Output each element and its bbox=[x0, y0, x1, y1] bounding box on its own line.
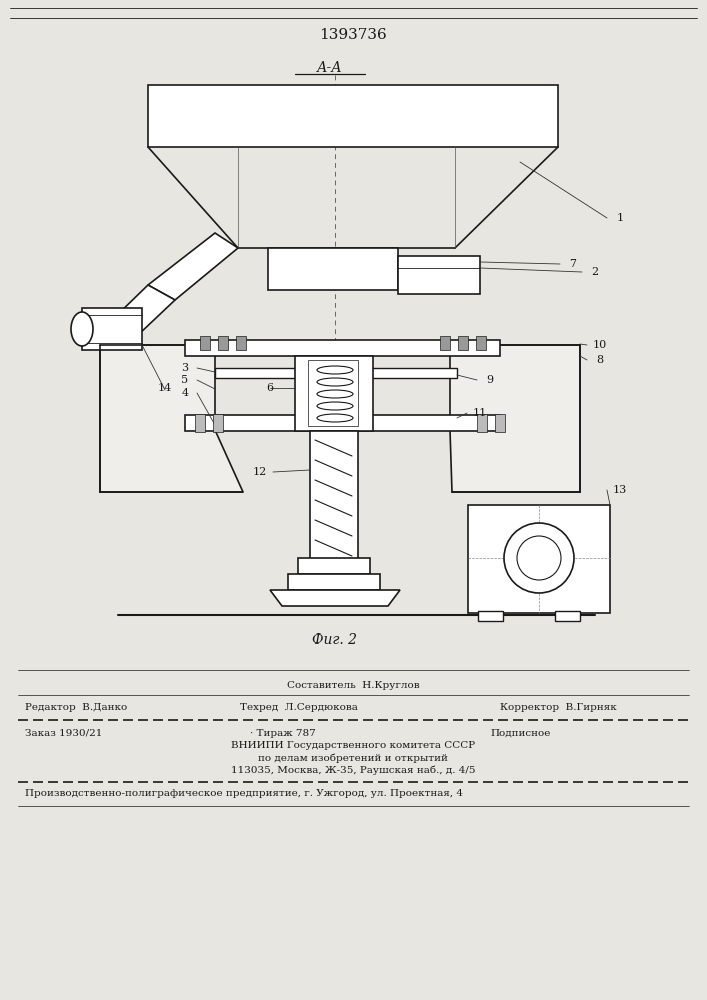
Text: Составитель  Н.Круглов: Составитель Н.Круглов bbox=[286, 680, 419, 690]
Text: 8: 8 bbox=[597, 355, 604, 365]
Bar bbox=[236, 336, 246, 350]
Text: 10: 10 bbox=[593, 340, 607, 350]
Bar bbox=[213, 414, 223, 432]
Text: Производственно-полиграфическое предприятие, г. Ужгород, ул. Проектная, 4: Производственно-полиграфическое предприя… bbox=[25, 790, 463, 798]
Bar bbox=[476, 336, 486, 350]
Circle shape bbox=[504, 523, 574, 593]
Text: Корректор  В.Гирняк: Корректор В.Гирняк bbox=[500, 704, 617, 712]
Polygon shape bbox=[450, 345, 580, 492]
Text: 9: 9 bbox=[486, 375, 493, 385]
Polygon shape bbox=[100, 345, 243, 492]
Circle shape bbox=[517, 536, 561, 580]
Bar bbox=[298, 558, 370, 574]
Bar bbox=[468, 505, 610, 613]
Bar bbox=[185, 415, 500, 431]
Text: Подписное: Подписное bbox=[490, 728, 550, 738]
Text: 11: 11 bbox=[473, 408, 487, 418]
Polygon shape bbox=[112, 285, 175, 335]
Text: · Тираж 787: · Тираж 787 bbox=[250, 728, 316, 738]
Text: 14: 14 bbox=[158, 383, 172, 393]
Text: 12: 12 bbox=[253, 467, 267, 477]
Bar bbox=[288, 574, 380, 590]
Bar bbox=[440, 336, 450, 350]
Text: по делам изобретений и открытий: по делам изобретений и открытий bbox=[258, 753, 448, 763]
Bar bbox=[398, 256, 480, 294]
Text: Редактор  В.Данко: Редактор В.Данко bbox=[25, 704, 127, 712]
Text: Фиг. 2: Фиг. 2 bbox=[312, 633, 358, 647]
Text: 5: 5 bbox=[182, 375, 189, 385]
Bar bbox=[82, 308, 142, 350]
Polygon shape bbox=[270, 590, 400, 606]
Text: 6: 6 bbox=[267, 383, 274, 393]
Text: 1393736: 1393736 bbox=[319, 28, 387, 42]
Bar bbox=[352, 368, 457, 378]
Bar bbox=[458, 336, 468, 350]
Bar bbox=[477, 414, 487, 432]
Polygon shape bbox=[148, 233, 238, 300]
Bar bbox=[308, 360, 358, 426]
Bar bbox=[555, 611, 580, 621]
Text: А-А: А-А bbox=[317, 61, 343, 75]
Bar bbox=[495, 414, 505, 432]
Bar bbox=[200, 336, 210, 350]
Bar bbox=[310, 431, 358, 561]
Text: 3: 3 bbox=[182, 363, 189, 373]
Bar bbox=[185, 340, 500, 356]
Text: Заказ 1930/21: Заказ 1930/21 bbox=[25, 728, 103, 738]
Bar bbox=[478, 611, 503, 621]
Text: 13: 13 bbox=[613, 485, 627, 495]
Bar bbox=[268, 248, 398, 290]
Bar bbox=[195, 414, 205, 432]
Text: 1: 1 bbox=[617, 213, 624, 223]
Text: Техред  Л.Сердюкова: Техред Л.Сердюкова bbox=[240, 704, 358, 712]
Ellipse shape bbox=[71, 312, 93, 346]
Text: ВНИИПИ Государственного комитета СССР: ВНИИПИ Государственного комитета СССР bbox=[231, 742, 475, 750]
Bar bbox=[295, 356, 373, 431]
Text: 4: 4 bbox=[182, 388, 189, 398]
Text: 113035, Москва, Ж-35, Раушская наб., д. 4/5: 113035, Москва, Ж-35, Раушская наб., д. … bbox=[230, 765, 475, 775]
Bar bbox=[148, 85, 558, 147]
Bar bbox=[215, 368, 320, 378]
Text: 2: 2 bbox=[592, 267, 599, 277]
Text: 7: 7 bbox=[570, 259, 576, 269]
Bar bbox=[218, 336, 228, 350]
